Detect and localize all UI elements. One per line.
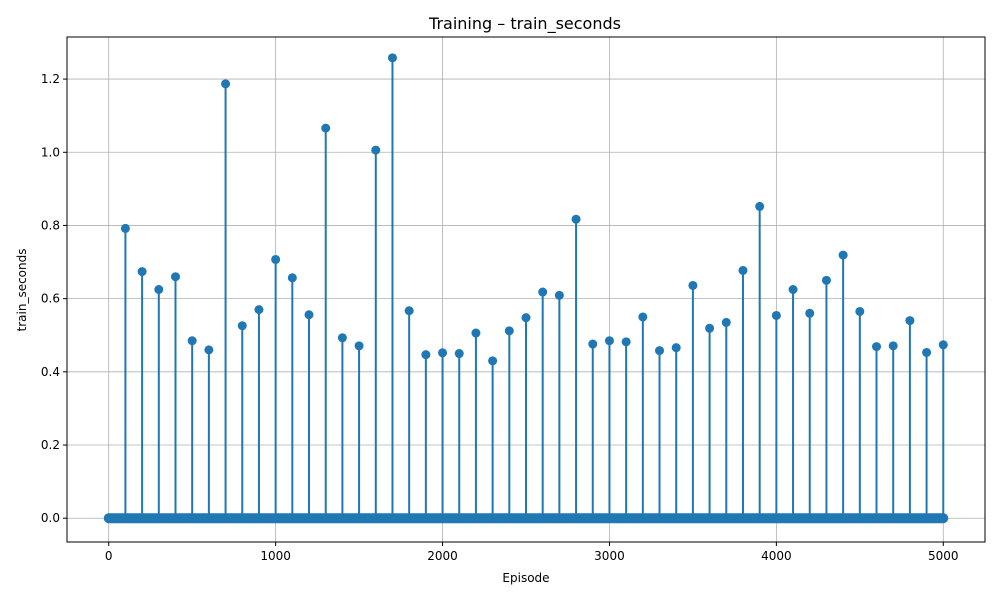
chart-title: Training – train_seconds (428, 14, 621, 34)
plot-frame (66, 36, 986, 543)
stem-marker (254, 305, 264, 315)
stem-marker (287, 273, 297, 283)
stem-marker (554, 290, 564, 300)
stem-marker (621, 337, 631, 347)
stem-marker (738, 265, 748, 275)
stem-marker (120, 223, 130, 233)
y-tick-label: 0.2 (41, 438, 60, 452)
stem-marker (771, 310, 781, 320)
stem-marker (588, 339, 598, 349)
stem-marker (471, 328, 481, 338)
stems (103, 57, 949, 524)
x-axis: 0 1000 2000 3000 4000 5000 (105, 542, 959, 563)
x-tick-label: 3000 (594, 549, 625, 563)
stem-marker (521, 313, 531, 323)
stem-marker (170, 272, 180, 282)
stem-marker (755, 201, 765, 211)
stem-marker (604, 336, 614, 346)
stem-marker (271, 254, 281, 264)
stem-marker (838, 250, 848, 260)
stem-marker (404, 306, 414, 316)
y-tick-label: 0.4 (41, 365, 60, 379)
stem-marker (905, 316, 915, 326)
stem-marker (538, 287, 548, 297)
stem-marker (321, 123, 331, 133)
stem-marker (922, 347, 932, 357)
stem-marker (855, 306, 865, 316)
stem-marker (154, 285, 164, 294)
stem-marker (354, 341, 364, 351)
stem-marker (821, 275, 831, 285)
stem-marker (721, 317, 731, 327)
stem-marker (337, 333, 347, 343)
stem-marker (204, 345, 214, 355)
markers (120, 53, 948, 366)
stem-marker (888, 341, 898, 351)
y-axis: 0.0 0.2 0.4 0.6 0.8 1.0 1.2 (41, 72, 67, 525)
stem-marker (805, 308, 815, 318)
stem-marker (488, 356, 498, 366)
y-tick-label: 1.2 (41, 72, 60, 86)
stem-marker (371, 145, 381, 155)
stem-marker (571, 214, 581, 224)
y-tick-label: 0.6 (41, 292, 60, 306)
stem-marker (655, 346, 665, 356)
stem-marker (688, 280, 698, 290)
x-tick-label: 5000 (928, 549, 959, 563)
stem-marker (387, 53, 397, 63)
stem-marker (872, 342, 882, 352)
stem-marker (705, 323, 715, 333)
x-tick-label: 1000 (260, 549, 291, 563)
y-tick-label: 1.0 (41, 145, 60, 159)
x-axis-label: Episode (502, 571, 549, 585)
stem-marker (221, 79, 231, 89)
x-tick-label: 0 (105, 549, 113, 563)
stem-marker (938, 340, 948, 350)
stem-marker (421, 350, 431, 360)
y-tick-label: 0.0 (41, 511, 60, 525)
y-axis-label: train_seconds (15, 249, 29, 332)
stem-marker (137, 267, 147, 277)
y-tick-label: 0.8 (41, 218, 60, 232)
stem-marker (671, 343, 681, 353)
stem-marker (454, 349, 464, 359)
stem-marker (504, 326, 514, 336)
stem-marker (788, 285, 798, 294)
stem-marker (638, 312, 648, 322)
x-tick-label: 4000 (761, 549, 792, 563)
stem-marker (304, 310, 314, 320)
stem-marker (237, 321, 247, 331)
stem-marker (187, 336, 197, 346)
x-tick-label: 2000 (427, 549, 458, 563)
stem-marker (438, 348, 448, 358)
